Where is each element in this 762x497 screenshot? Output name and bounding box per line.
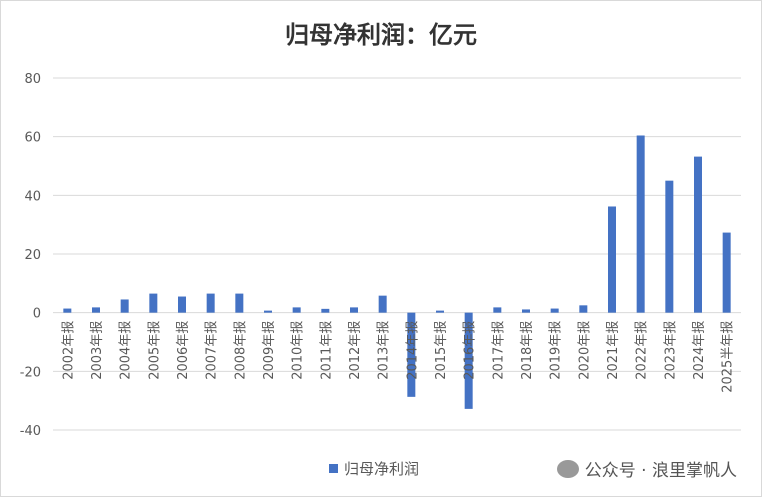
bar (350, 307, 358, 313)
x-tick-label: 2024年报 (692, 321, 707, 380)
y-tick-label: 0 (33, 307, 41, 322)
x-tick-label: 2007年报 (205, 321, 220, 380)
bar (235, 293, 244, 313)
x-tick-label: 2017年报 (491, 321, 506, 380)
bar (722, 232, 731, 313)
x-tick-label: 2020年报 (577, 321, 592, 380)
x-tick-label: 2021年报 (606, 321, 621, 380)
bar (92, 307, 100, 313)
x-tick-label: 2016年报 (463, 321, 478, 380)
bar (63, 308, 72, 313)
bar (206, 293, 215, 313)
bar (264, 310, 272, 313)
bar (550, 308, 559, 313)
chart-title: 归母净利润：亿元 (285, 20, 477, 49)
bar (321, 308, 330, 313)
x-tick-label: 2012年报 (348, 321, 363, 380)
y-tick-label: 80 (24, 72, 41, 87)
y-tick-label: -20 (20, 365, 41, 380)
legend: 归母净利润 (329, 458, 419, 479)
bar (178, 296, 186, 313)
x-tick-label: 2004年报 (119, 321, 134, 380)
bar (120, 299, 129, 313)
bar (378, 295, 387, 313)
bar (436, 310, 444, 313)
x-tick-label: 2015年报 (434, 321, 449, 380)
x-tick-label: 2002年报 (61, 321, 76, 380)
x-tick-label: 2011年报 (319, 321, 334, 380)
bar (292, 307, 301, 313)
x-tick-label: 2005年报 (147, 321, 162, 380)
bar (636, 135, 645, 313)
y-tick-label: 60 (24, 131, 41, 146)
x-tick-label: 2013年报 (377, 321, 392, 380)
bar (493, 307, 502, 313)
x-tick-label: 2008年报 (233, 321, 248, 380)
legend-swatch (329, 464, 338, 473)
wechat-icon (556, 459, 579, 478)
bar (149, 293, 158, 313)
x-tick-label: 2023年报 (663, 321, 678, 380)
bar (608, 206, 616, 313)
bar (694, 156, 702, 313)
bar (522, 309, 530, 313)
x-tick-label: 2014年报 (405, 321, 420, 380)
x-tick-label: 2003年报 (90, 321, 105, 380)
bar (665, 180, 674, 313)
x-tick-label: 2025半年报 (721, 321, 736, 393)
bar (407, 312, 416, 397)
legend-label: 归母净利润 (344, 460, 420, 478)
y-tick-label: 20 (24, 248, 41, 263)
x-tick-label: 2009年报 (262, 321, 277, 380)
x-tick-label: 2006年报 (176, 321, 191, 380)
x-tick-label: 2010年报 (291, 321, 306, 380)
x-tick-label: 2019年报 (549, 321, 564, 380)
x-tick-label: 2018年报 (520, 321, 535, 380)
watermark: 公众号 · 浪里掌帆人 (556, 456, 737, 481)
y-tick-label: 40 (24, 189, 41, 204)
bar (464, 312, 473, 409)
y-tick-label: -40 (20, 424, 41, 439)
watermark-text: 公众号 · 浪里掌帆人 (584, 461, 737, 481)
x-tick-label: 2022年报 (635, 321, 650, 380)
bar (579, 305, 588, 313)
